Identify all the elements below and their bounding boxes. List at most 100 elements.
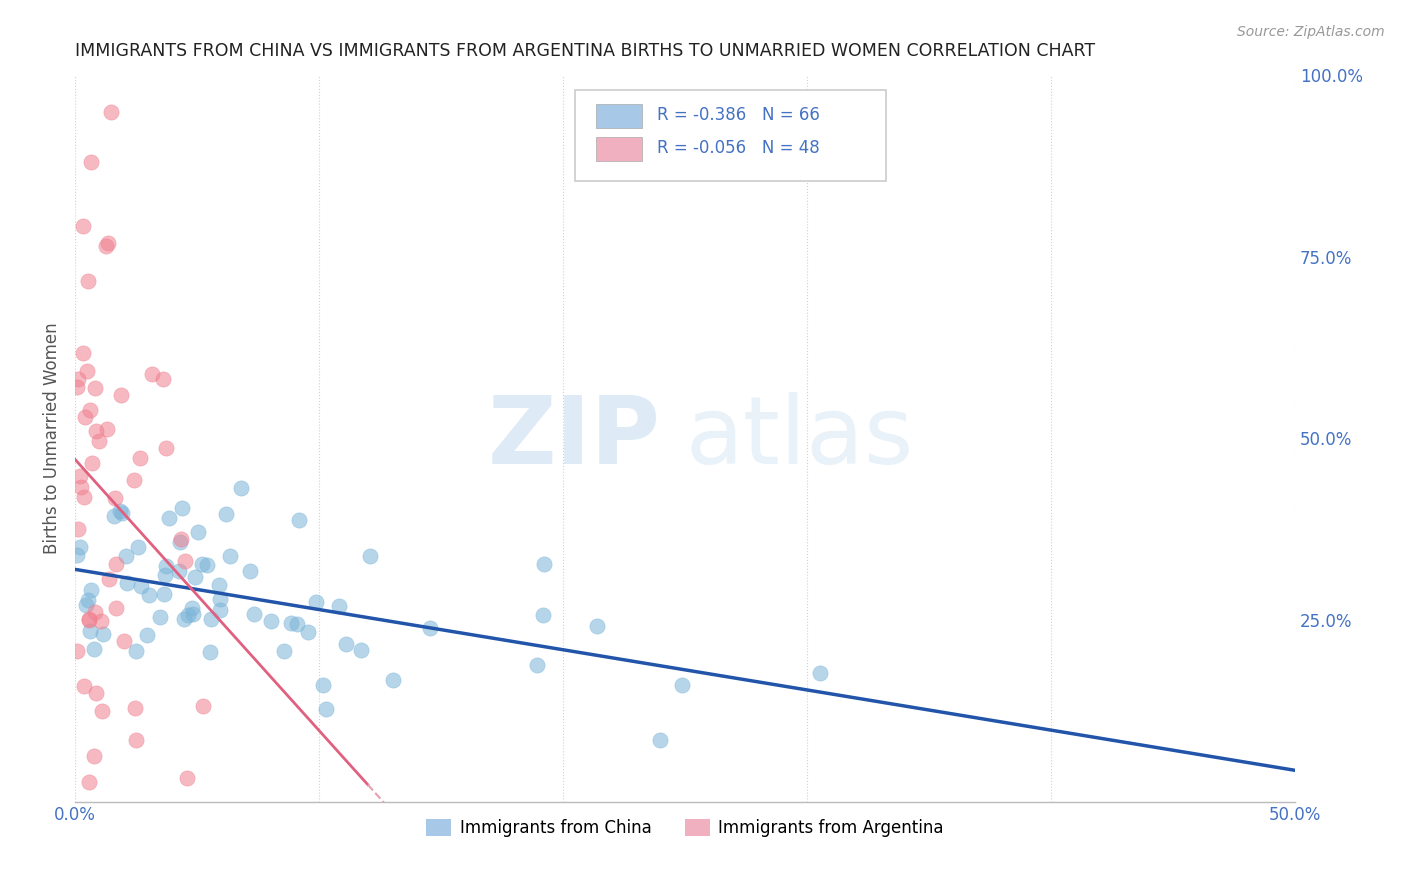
Text: IMMIGRANTS FROM CHINA VS IMMIGRANTS FROM ARGENTINA BIRTHS TO UNMARRIED WOMEN COR: IMMIGRANTS FROM CHINA VS IMMIGRANTS FROM… [75,42,1095,60]
Point [335,637,357,651]
Point [208,578,231,592]
Point [66,372,89,386]
Point [243,607,266,621]
Point [104,558,127,572]
Point [84,424,107,438]
Bar [596,137,643,161]
Point [671,678,693,692]
Point [72,219,94,234]
Point [125,733,148,747]
Point [69,540,91,554]
Bar [596,104,643,128]
Point [94,239,117,253]
Point [97,572,120,586]
Point [315,702,337,716]
Point [79,403,101,417]
Point [181,600,204,615]
Point [526,657,548,672]
Point [77,774,100,789]
Point [105,601,128,615]
Point [305,594,328,608]
Point [381,673,404,687]
Point [586,619,609,633]
Point [219,549,242,563]
Point [115,549,138,563]
Point [73,679,96,693]
Point [531,608,554,623]
Point [209,591,232,606]
Point [103,508,125,523]
Point [124,701,146,715]
Point [136,628,159,642]
Y-axis label: Births to Unmarried Women: Births to Unmarried Women [44,323,60,554]
Point [155,559,177,574]
Point [190,557,212,571]
Point [97,236,120,251]
Point [110,388,132,402]
Point [174,554,197,568]
Point [280,616,302,631]
Point [184,570,207,584]
Point [127,540,149,554]
Point [176,771,198,785]
FancyBboxPatch shape [575,90,886,180]
Point [239,564,262,578]
Point [117,576,139,591]
Point [173,612,195,626]
Text: ZIP: ZIP [488,392,661,484]
Point [312,678,335,692]
Point [200,645,222,659]
Point [157,511,180,525]
Point [72,345,94,359]
Point [176,608,198,623]
Point [260,614,283,628]
Point [533,557,555,571]
Point [84,686,107,700]
Point [273,644,295,658]
Point [360,549,382,564]
Point [84,605,107,619]
Point [91,704,114,718]
Point [79,583,101,598]
Point [808,665,831,680]
Point [131,579,153,593]
Point [77,592,100,607]
Point [75,598,97,612]
Point [91,627,114,641]
Point [208,603,231,617]
Point [67,522,90,536]
Point [155,442,177,456]
Point [149,610,172,624]
Legend: Immigrants from China, Immigrants from Argentina: Immigrants from China, Immigrants from A… [420,813,950,844]
Point [100,105,122,120]
Point [328,599,350,613]
Point [285,617,308,632]
Text: R = -0.386   N = 66: R = -0.386 N = 66 [657,106,820,124]
Point [69,469,91,483]
Point [79,624,101,638]
Text: Source: ZipAtlas.com: Source: ZipAtlas.com [1237,25,1385,39]
Point [152,372,174,386]
Point [125,644,148,658]
Text: R = -0.056   N = 48: R = -0.056 N = 48 [657,139,820,157]
Point [108,504,131,518]
Point [193,698,215,713]
Point [80,155,103,169]
Point [215,508,238,522]
Point [153,587,176,601]
Point [419,621,441,635]
Point [170,532,193,546]
Point [128,451,150,466]
Point [90,614,112,628]
Point [650,733,672,747]
Text: atlas: atlas [685,392,914,484]
Point [76,274,98,288]
Point [83,749,105,764]
Point [172,501,194,516]
Point [138,588,160,602]
Point [83,381,105,395]
Point [122,474,145,488]
Point [73,490,96,504]
Point [155,567,177,582]
Point [104,491,127,505]
